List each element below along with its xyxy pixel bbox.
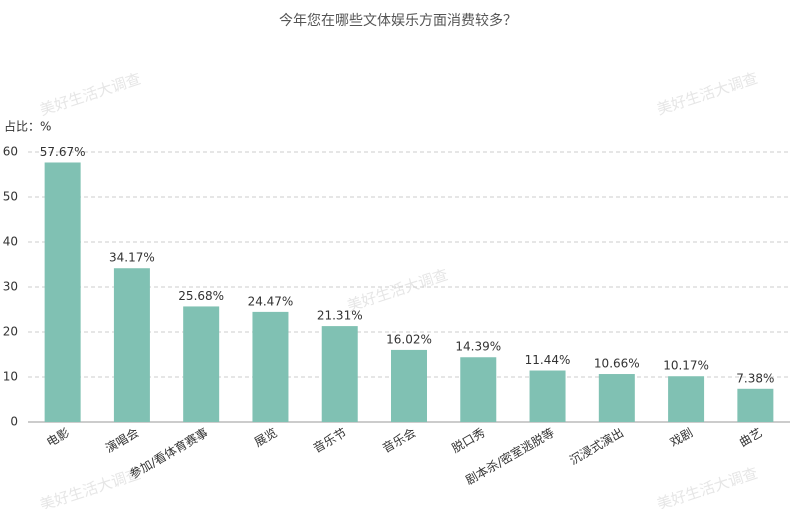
watermark: 美好生活大调查 <box>38 70 143 120</box>
x-tick-label: 音乐节 <box>310 425 349 456</box>
value-label: 11.44% <box>525 353 571 367</box>
y-tick-label: 20 <box>3 325 18 339</box>
bar <box>321 326 358 422</box>
watermark: 美好生活大调查 <box>655 464 760 509</box>
y-tick-label: 30 <box>3 280 18 294</box>
x-tick-label: 展览 <box>251 425 279 450</box>
value-label: 25.68% <box>178 289 224 303</box>
y-tick-label: 50 <box>3 190 18 204</box>
bar <box>460 357 497 422</box>
x-tick-label: 参加/看体育赛事 <box>127 425 211 482</box>
value-label: 10.17% <box>663 359 709 373</box>
bar <box>113 268 150 422</box>
value-label: 24.47% <box>248 294 294 308</box>
value-label: 34.17% <box>109 251 155 265</box>
x-tick-label: 电影 <box>44 426 72 450</box>
bar <box>529 370 566 422</box>
x-tick-label: 音乐会 <box>380 425 419 456</box>
value-label: 14.39% <box>455 340 501 354</box>
y-tick-label: 40 <box>3 235 18 249</box>
x-tick-label: 脱口秀 <box>449 425 488 456</box>
watermark: 美好生活大调查 <box>655 69 760 119</box>
value-label: 21.31% <box>317 309 363 323</box>
bar <box>183 306 220 422</box>
y-tick-label: 10 <box>3 370 18 384</box>
bar <box>391 349 427 422</box>
bar <box>668 376 705 422</box>
bar <box>44 162 81 423</box>
chart-title: 今年您在哪些文体娱乐方面消费较多？ <box>279 12 517 29</box>
value-label: 16.02% <box>386 332 432 346</box>
y-axis-label: 占比：% <box>4 119 51 134</box>
y-tick-label: 60 <box>3 145 18 159</box>
x-tick-label: 曲艺 <box>737 426 765 450</box>
value-label: 57.67% <box>40 145 86 159</box>
value-label: 10.66% <box>594 357 640 371</box>
bar <box>598 374 635 422</box>
bar <box>737 388 774 422</box>
bar <box>252 311 289 422</box>
x-tick-label: 戏剧 <box>668 426 696 450</box>
x-tick-label: 演唱会 <box>102 425 141 456</box>
x-tick-label: 沉浸式演出 <box>567 425 626 468</box>
value-label: 7.38% <box>736 371 774 385</box>
y-tick-label: 0 <box>10 415 18 429</box>
